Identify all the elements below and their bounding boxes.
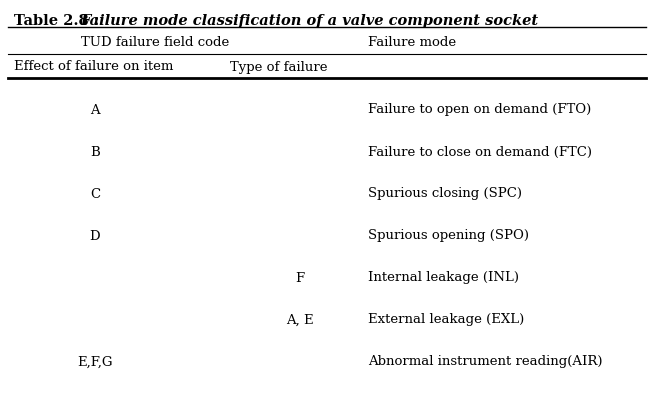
Text: TUD failure field code: TUD failure field code <box>81 36 229 48</box>
Text: Spurious closing (SPC): Spurious closing (SPC) <box>368 188 522 200</box>
Text: Type of failure: Type of failure <box>230 60 328 74</box>
Text: D: D <box>90 230 100 242</box>
Text: Failure to open on demand (FTO): Failure to open on demand (FTO) <box>368 104 591 116</box>
Text: Failure to close on demand (FTC): Failure to close on demand (FTC) <box>368 145 592 159</box>
Text: Internal leakage (INL): Internal leakage (INL) <box>368 271 519 285</box>
Text: B: B <box>90 145 100 159</box>
Text: External leakage (EXL): External leakage (EXL) <box>368 313 525 327</box>
Text: Table 2.8 :: Table 2.8 : <box>14 14 105 28</box>
Text: Failure mode: Failure mode <box>368 36 456 48</box>
Text: E,F,G: E,F,G <box>77 356 112 368</box>
Text: Abnormal instrument reading(AIR): Abnormal instrument reading(AIR) <box>368 356 602 368</box>
Text: F: F <box>296 271 305 285</box>
Text: A, E: A, E <box>286 313 314 327</box>
Text: Failure mode classification of a valve component socket: Failure mode classification of a valve c… <box>80 14 538 28</box>
Text: Spurious opening (SPO): Spurious opening (SPO) <box>368 230 529 242</box>
Text: Effect of failure on item: Effect of failure on item <box>14 60 173 74</box>
Text: A: A <box>90 104 100 116</box>
Text: C: C <box>90 188 100 200</box>
